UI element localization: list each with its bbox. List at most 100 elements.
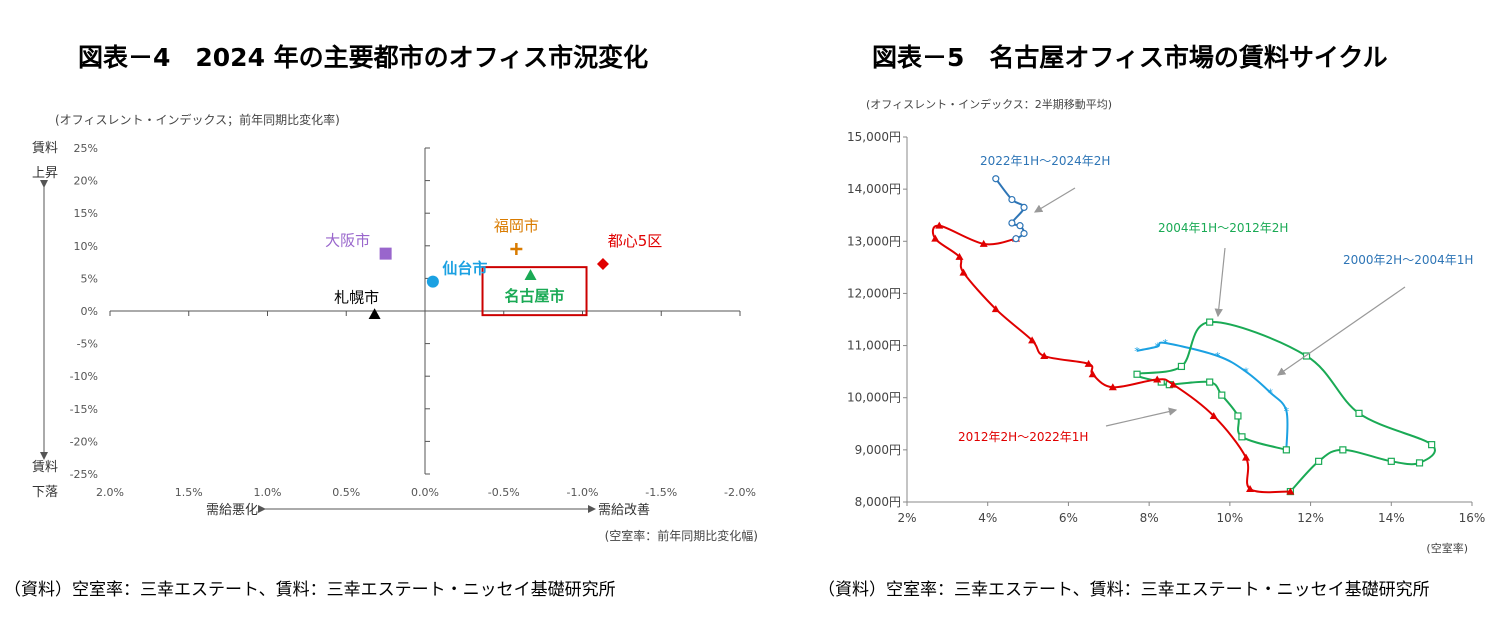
- y-tick-label: -10%: [70, 370, 98, 383]
- x-tick-label: 10%: [1217, 511, 1244, 525]
- right-chart-title: 図表－5 名古屋オフィス市場の賃料サイクル: [872, 43, 1388, 72]
- y-tick-label: 0%: [81, 305, 98, 318]
- point-仙台市: [426, 275, 439, 288]
- pointer-arrow: [1277, 286, 1406, 376]
- series-point: [1428, 441, 1436, 449]
- rent-cycle-chart-svg: (オフィスレント・インデックス：2半期移動平均) (空室率) 15,000円 14,0…: [847, 97, 1486, 555]
- y-tick-label: 20%: [74, 175, 98, 188]
- series-point: [1088, 370, 1097, 378]
- x-tick-label: -1.5%: [645, 486, 677, 499]
- point-label: 大阪市: [325, 232, 370, 250]
- point-label: 都心5区: [608, 232, 663, 250]
- series-label: 2022年1H～2024年2H: [980, 154, 1110, 168]
- series-point: [979, 239, 988, 247]
- series-point: [1108, 383, 1117, 391]
- y-tick-label: -5%: [77, 338, 98, 351]
- series-point: *: [1154, 341, 1160, 354]
- series-point: *: [1243, 366, 1249, 379]
- series-point: [1282, 446, 1290, 454]
- series-point: [1040, 352, 1049, 359]
- series-point: [1177, 362, 1186, 371]
- series-point: [935, 221, 944, 229]
- series-line-2000年2H～2004年1H: [1136, 341, 1289, 450]
- series-point: [955, 252, 964, 260]
- x-tick-label: 4%: [978, 511, 997, 525]
- y-tick-label: 5%: [81, 272, 98, 285]
- series-point: *: [1267, 387, 1273, 400]
- x-tick-label: 8%: [1140, 511, 1159, 525]
- series-point: [1206, 318, 1214, 326]
- y-tick-label: 10%: [74, 240, 98, 253]
- series-point: *: [1215, 350, 1221, 363]
- y-tick-label: 10,000円: [847, 391, 901, 405]
- series-point: [1238, 433, 1246, 441]
- y-tick-label: -15%: [70, 403, 98, 416]
- rent-down-label: 賃料: [32, 460, 58, 475]
- x-tick-label: 1.0%: [254, 486, 282, 499]
- series-point: *: [1163, 337, 1169, 350]
- point-label: 名古屋市: [505, 287, 565, 305]
- y-tick-label: 9,000円: [855, 443, 901, 457]
- series-point: *: [1284, 405, 1290, 418]
- y-axis-note: (オフィスレント・インデックス：2半期移動平均): [866, 97, 1112, 111]
- series-point: *: [1134, 345, 1140, 358]
- demand-worse-label: 需給悪化: [206, 503, 258, 518]
- y-tick-label: -25%: [70, 468, 98, 481]
- series-point: [1020, 229, 1028, 238]
- series-point: [1415, 459, 1424, 467]
- rent-up-label: 賃料: [32, 141, 58, 156]
- series-point: [1234, 412, 1242, 420]
- series-label: 2004年1H～2012年2H: [1158, 221, 1288, 235]
- nagoya-highlight-box: [481, 266, 588, 317]
- x-tick-label: 0.5%: [332, 486, 360, 499]
- series-label: 2012年2H～2022年1H: [958, 430, 1088, 444]
- series-point: [1008, 219, 1016, 227]
- y-tick-label: 14,000円: [847, 182, 901, 196]
- series-point: [1084, 359, 1093, 367]
- series-point: [1315, 457, 1323, 465]
- x-tick-label: 14%: [1378, 511, 1405, 525]
- series-point: [1012, 235, 1020, 243]
- pointer-arrow: [1214, 247, 1226, 318]
- series-point: [1153, 375, 1162, 383]
- series-point: [1339, 446, 1347, 454]
- series-point: [1016, 222, 1024, 230]
- y-axis-note: (オフィスレント・インデックス；前年同期比変化率): [55, 112, 340, 127]
- series-point: [1286, 487, 1295, 495]
- y-tick-label: 25%: [74, 142, 98, 155]
- series-point: [1242, 453, 1250, 461]
- series-point: [1302, 352, 1311, 360]
- x-tick-label: 1.5%: [175, 486, 203, 499]
- series-label: 2000年2H～2004年1H: [1343, 253, 1473, 267]
- x-tick-label: 0.0%: [411, 486, 439, 499]
- series-point: [1206, 378, 1214, 386]
- left-chart-title: 図表－4 2024 年の主要都市のオフィス市況変化: [78, 43, 649, 72]
- y-tick-label: 8,000円: [855, 495, 901, 509]
- point-福岡市: [510, 243, 523, 256]
- x-tick-label: 2%: [897, 511, 916, 525]
- x-tick-label: 12%: [1297, 511, 1324, 525]
- point-label: 仙台市: [442, 260, 487, 278]
- rent-down-label: 下落: [32, 485, 58, 500]
- series-point: [1355, 409, 1363, 417]
- series-line-2012年2H～2022年1H: [931, 224, 1291, 494]
- x-tick-label: -0.5%: [488, 486, 520, 499]
- y-tick-label: 13,000円: [847, 234, 901, 248]
- x-axis-note: (空室率：前年同期比変化幅): [605, 528, 758, 543]
- x-tick-label: 2.0%: [96, 486, 124, 499]
- pointer-arrow: [1033, 187, 1076, 213]
- series-point: [1008, 195, 1016, 204]
- series-point: [991, 305, 1000, 313]
- point-label: 札幌市: [334, 288, 379, 306]
- series-point: [1387, 457, 1395, 465]
- series-point: [1246, 484, 1255, 492]
- series-point: [1209, 411, 1218, 419]
- y-tick-label: 11,000円: [847, 339, 901, 353]
- y-tick-label: 15,000円: [847, 130, 901, 144]
- y-tick-label: 12,000円: [847, 286, 901, 300]
- x-tick-label: 16%: [1459, 511, 1486, 525]
- series-point: [1169, 380, 1178, 388]
- series-point: [1133, 370, 1141, 378]
- y-tick-label: -20%: [70, 435, 98, 448]
- point-名古屋市: [524, 269, 537, 280]
